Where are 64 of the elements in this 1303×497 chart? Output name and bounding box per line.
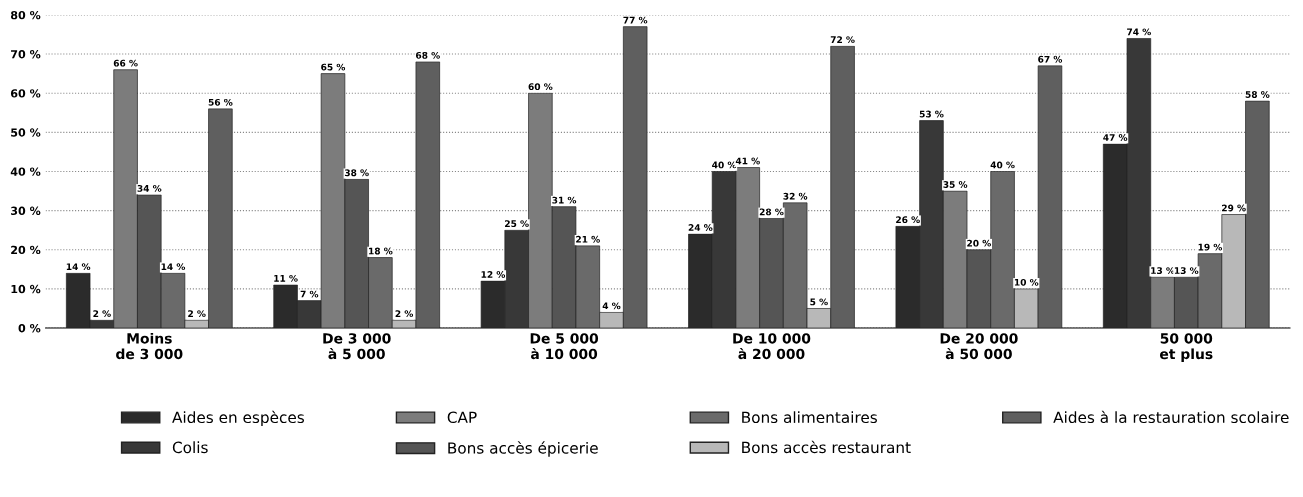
x-tick-label: De 20 000 à 50 000 bbox=[940, 333, 1018, 360]
legend-label: Bons alimentaires bbox=[742, 411, 877, 424]
data-label: 11 % bbox=[274, 275, 298, 282]
x-tick-label: 50 000 et plus bbox=[1159, 333, 1213, 362]
data-label: 53 % bbox=[919, 110, 944, 118]
data-label: 2 % bbox=[395, 310, 414, 318]
data-label: 31 % bbox=[552, 196, 577, 204]
y-tick-label: 20 % bbox=[11, 245, 41, 255]
data-label: 14 % bbox=[66, 263, 91, 271]
legend-label: Bons accès restaurant bbox=[742, 440, 911, 454]
data-label: 2 % bbox=[188, 310, 206, 318]
data-label: 20 % bbox=[967, 239, 991, 247]
x-tick-label: De 5 000 à 10 000 bbox=[530, 333, 599, 360]
data-label: 19 % bbox=[1198, 243, 1223, 251]
data-label: 24 % bbox=[688, 224, 713, 231]
data-label: 74 % bbox=[1127, 28, 1151, 36]
legend-label: Aides en espèces bbox=[172, 410, 305, 427]
data-label: 5 % bbox=[810, 298, 828, 306]
data-label: 67 % bbox=[1038, 55, 1063, 63]
data-label: 26 % bbox=[896, 216, 920, 224]
data-label: 28 % bbox=[759, 208, 784, 216]
legend-label: Colis bbox=[172, 441, 208, 454]
data-label: 58 % bbox=[1245, 91, 1270, 98]
data-label: 60 % bbox=[528, 83, 553, 91]
x-tick-label: De 3 000 à 5 000 bbox=[323, 333, 391, 360]
legend-label: Aides à la restauration scolaire bbox=[1053, 410, 1289, 424]
data-label: 41 % bbox=[735, 157, 760, 165]
data-label: 14 % bbox=[161, 263, 186, 271]
y-tick-label: 80 % bbox=[10, 10, 41, 20]
data-label: 65 % bbox=[321, 63, 346, 71]
data-label: 13 % bbox=[1151, 267, 1175, 274]
data-label: 2 % bbox=[93, 310, 111, 318]
data-label: 72 % bbox=[830, 36, 855, 44]
data-label: 12 % bbox=[481, 271, 506, 278]
data-label: 34 % bbox=[137, 184, 162, 192]
y-tick-label: 40 % bbox=[10, 167, 41, 176]
y-tick-label: 10 % bbox=[11, 284, 41, 294]
data-label: 38 % bbox=[344, 169, 369, 177]
y-tick-label: 60 % bbox=[10, 89, 41, 98]
data-label: 66 % bbox=[113, 59, 138, 67]
y-tick-label: 50 % bbox=[11, 128, 41, 137]
data-label: 18 % bbox=[369, 247, 393, 255]
data-label: 77 % bbox=[623, 16, 648, 24]
legend-label: Bons accès épicerie bbox=[448, 441, 598, 457]
x-tick-label: Moins de 3 000 bbox=[116, 332, 183, 360]
data-label: 68 % bbox=[415, 51, 440, 59]
y-tick-label: 30 % bbox=[11, 206, 41, 215]
data-label: 10 % bbox=[1014, 278, 1039, 286]
data-label: 4 % bbox=[602, 302, 621, 310]
data-label: 7 % bbox=[300, 290, 319, 298]
data-label: 25 % bbox=[505, 220, 529, 228]
data-label: 56 % bbox=[208, 98, 233, 106]
x-tick-label: De 10 000 à 20 000 bbox=[733, 333, 811, 360]
data-label: 40 % bbox=[712, 161, 737, 169]
data-label: 32 % bbox=[783, 192, 808, 200]
data-label: 13 % bbox=[1174, 267, 1199, 274]
data-label: 40 % bbox=[990, 161, 1015, 169]
y-tick-label: 70 % bbox=[11, 50, 41, 59]
data-label: 29 % bbox=[1222, 204, 1246, 212]
y-tick-label: 0 % bbox=[18, 323, 41, 333]
legend-label: CAP bbox=[447, 411, 477, 424]
data-label: 47 % bbox=[1103, 134, 1128, 141]
data-label: 35 % bbox=[943, 181, 968, 188]
data-label: 21 % bbox=[576, 235, 600, 243]
